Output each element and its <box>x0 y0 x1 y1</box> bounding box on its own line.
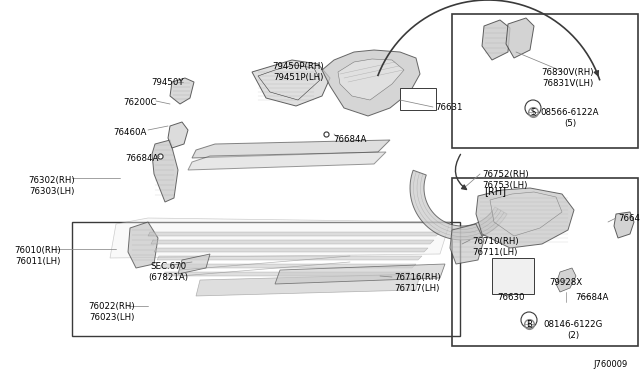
Text: 76630: 76630 <box>497 293 525 302</box>
Polygon shape <box>506 18 534 58</box>
Polygon shape <box>275 264 445 284</box>
Text: 08146-6122G
(2): 08146-6122G (2) <box>543 320 603 340</box>
Polygon shape <box>192 140 390 158</box>
Text: 08566-6122A
(5): 08566-6122A (5) <box>541 108 599 128</box>
Text: [RH]: [RH] <box>484 186 506 196</box>
Text: 76752(RH)
76753(LH): 76752(RH) 76753(LH) <box>482 170 529 190</box>
Polygon shape <box>252 60 330 106</box>
Polygon shape <box>482 20 510 60</box>
Bar <box>452 178 638 346</box>
Bar <box>492 258 534 294</box>
Bar <box>400 88 436 110</box>
Text: 76200C: 76200C <box>124 98 157 107</box>
Polygon shape <box>338 59 404 100</box>
Polygon shape <box>170 78 194 104</box>
Polygon shape <box>128 222 158 268</box>
Text: 76830V(RH)
76831V(LH): 76830V(RH) 76831V(LH) <box>541 68 595 88</box>
Text: 76022(RH)
76023(LH): 76022(RH) 76023(LH) <box>89 302 135 322</box>
Polygon shape <box>450 224 484 264</box>
Polygon shape <box>614 212 634 238</box>
Text: 76631: 76631 <box>435 103 463 112</box>
Polygon shape <box>322 50 420 116</box>
Polygon shape <box>152 140 178 202</box>
Polygon shape <box>178 254 210 274</box>
Polygon shape <box>556 268 576 292</box>
Bar <box>72 222 460 336</box>
Text: 76684A: 76684A <box>575 293 609 302</box>
Text: 79450Y: 79450Y <box>152 78 184 87</box>
Text: 76710(RH)
76711(LH): 76710(RH) 76711(LH) <box>472 237 518 257</box>
Text: S: S <box>531 108 536 117</box>
Polygon shape <box>476 188 574 248</box>
Bar <box>452 14 638 148</box>
Text: SEC.670
(67821A): SEC.670 (67821A) <box>148 262 188 282</box>
Text: 76460A: 76460A <box>113 128 147 137</box>
Text: 76644M: 76644M <box>618 214 640 223</box>
Text: 76716(RH)
76717(LH): 76716(RH) 76717(LH) <box>394 273 440 293</box>
Polygon shape <box>157 256 422 260</box>
Text: 79450P(RH)
79451P(LH): 79450P(RH) 79451P(LH) <box>272 62 324 82</box>
Text: B: B <box>526 320 532 329</box>
Text: 76010(RH)
76011(LH): 76010(RH) 76011(LH) <box>15 246 61 266</box>
Polygon shape <box>154 248 428 252</box>
Text: J760009: J760009 <box>594 360 628 369</box>
Polygon shape <box>490 192 562 236</box>
Text: 76684A: 76684A <box>333 135 366 144</box>
Polygon shape <box>163 272 410 276</box>
Text: 76302(RH)
76303(LH): 76302(RH) 76303(LH) <box>29 176 76 196</box>
Text: 76684A: 76684A <box>125 154 159 163</box>
Polygon shape <box>188 152 386 170</box>
Polygon shape <box>160 264 416 268</box>
Polygon shape <box>168 122 188 148</box>
Polygon shape <box>148 232 440 236</box>
Polygon shape <box>410 170 507 240</box>
Text: 79928X: 79928X <box>549 278 582 287</box>
Polygon shape <box>110 218 450 258</box>
Polygon shape <box>196 274 420 296</box>
Polygon shape <box>151 240 434 244</box>
